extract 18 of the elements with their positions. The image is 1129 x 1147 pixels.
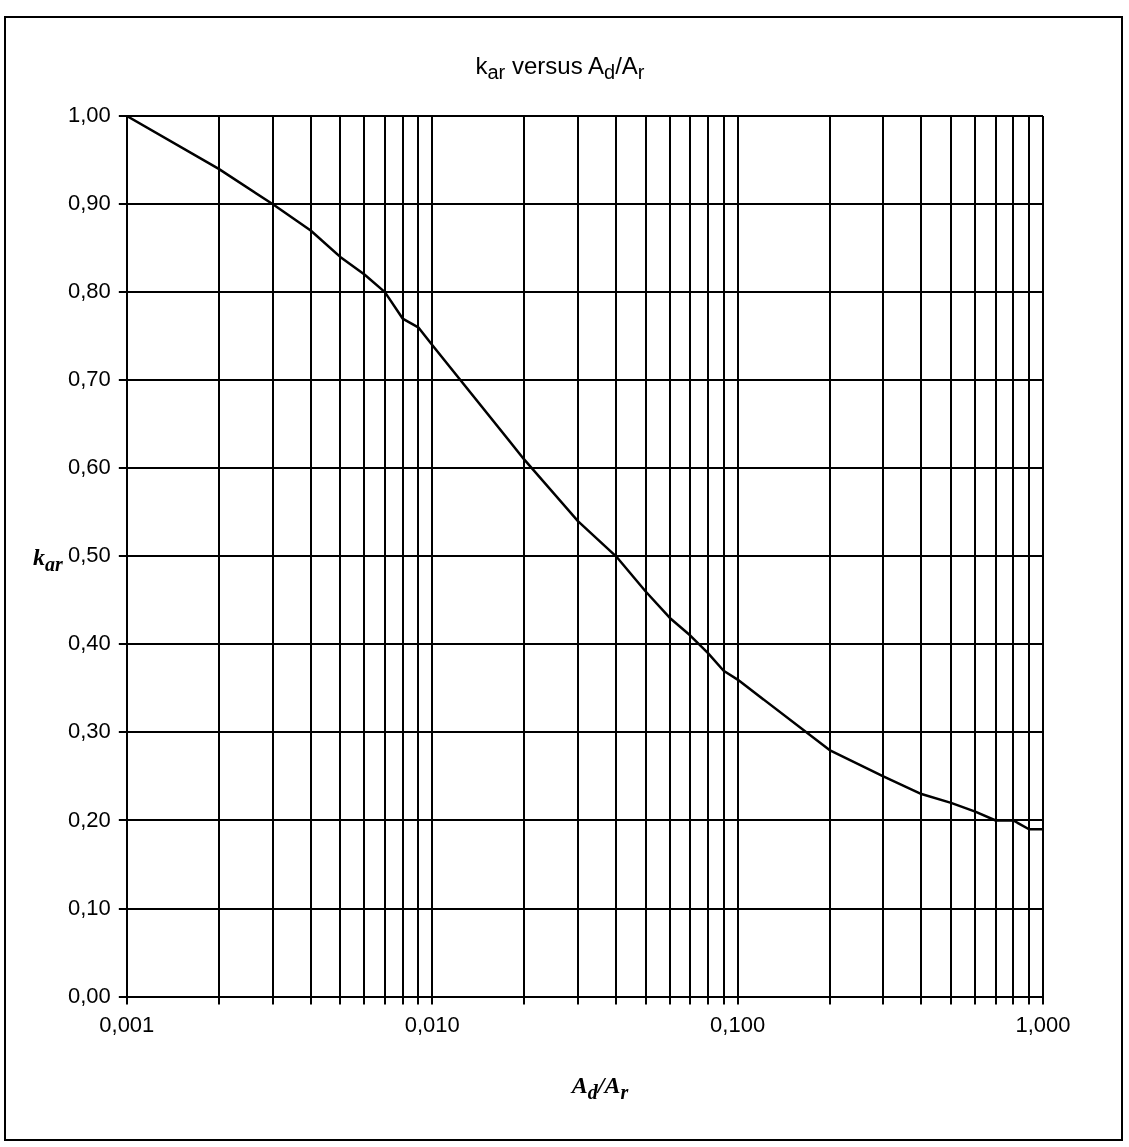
y-tick-label: 0,00 [67,982,111,1008]
x-tick-label: 0,100 [710,1011,766,1037]
x-tick-label: 0,001 [99,1011,155,1037]
y-tick-label: 0,10 [67,894,111,920]
x-tick-label: 0,010 [404,1011,460,1037]
y-tick-label: 0,90 [67,190,111,216]
y-tick-label: 0,80 [67,278,111,304]
y-tick-label: 0,20 [67,806,111,832]
chart-title: k$_{ar}$ versus A$_{d}$/A$_{r}$ [475,51,645,85]
y-tick-label: 0,60 [67,454,111,480]
y-axis-title: k$_{ar}$ [33,544,63,576]
y-tick-label: 0,70 [67,366,111,392]
y-tick-label: 0,50 [67,542,111,568]
x-axis-title: A$_{d}$/A$_{r}$ [571,1072,629,1104]
y-tick-label: 1,00 [67,102,111,128]
y-tick-label: 0,30 [67,718,111,744]
x-tick-label: 1,000 [1015,1011,1071,1037]
y-tick-label: 0,40 [67,630,111,656]
